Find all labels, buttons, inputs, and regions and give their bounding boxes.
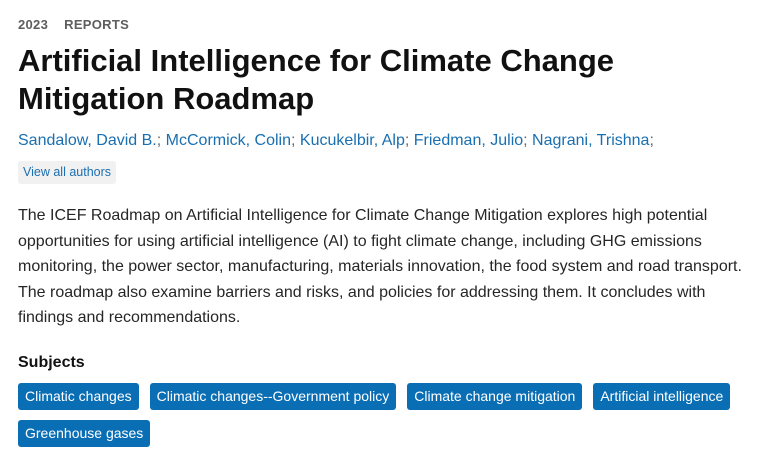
page-title: Artificial Intelligence for Climate Chan… [18,43,615,116]
author-link[interactable]: Kucukelbir, Alp [299,132,405,149]
author-list: Sandalow, David B.; McCormick, Colin; Ku… [18,131,654,151]
subject-tag[interactable]: Climate change mitigation [407,383,583,410]
view-all-authors-button[interactable]: View all authors [18,161,117,184]
abstract-text: The ICEF Roadmap on Artificial Intellige… [18,207,742,326]
record-year: 2023 [18,17,49,32]
subject-tag-list: Climatic changes Climatic changes--Gover… [18,383,753,447]
subject-tag[interactable]: Greenhouse gases [18,420,151,447]
subject-tag[interactable]: Climatic changes [18,383,139,410]
author-link[interactable]: McCormick, Colin [165,132,291,149]
author-separator: ; [291,132,296,149]
record-category: REPORTS [64,17,130,32]
author-separator: ; [523,132,528,149]
subject-tag[interactable]: Artificial intelligence [593,383,731,410]
subjects-heading: Subjects [18,354,85,371]
author-link[interactable]: Sandalow, David B. [18,132,157,149]
author-link[interactable]: Nagrani, Trishna [532,132,650,149]
author-separator: ; [404,132,410,149]
author-link[interactable]: Friedman, Julio [413,132,524,149]
author-separator: ; [649,132,654,149]
record-meta: 2023 REPORTS [18,17,129,32]
author-separator: ; [156,132,162,149]
subject-tag[interactable]: Climatic changes--Government policy [149,383,397,410]
